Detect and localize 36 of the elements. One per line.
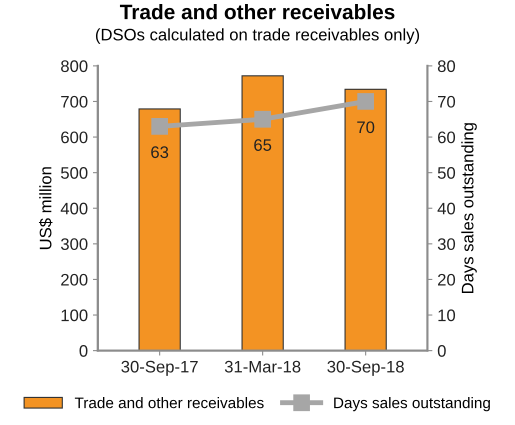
data-label: 70 [357, 121, 374, 134]
y-axis-title: US$ million [38, 167, 52, 250]
y2-tick-label: 70 [438, 96, 456, 108]
y-tick-label: 0 [80, 345, 88, 357]
point [254, 110, 271, 128]
y2-tick-label: 0 [438, 345, 446, 357]
data-label: 63 [151, 146, 168, 158]
chart-subtitle: (DSOs calculated on trade receivables only) [96, 28, 420, 44]
y2-tick-label: 50 [438, 167, 456, 179]
y2-tick-label: 40 [438, 202, 456, 214]
y2-tick-label: 20 [438, 274, 456, 286]
y2-tick-label: 10 [438, 309, 456, 322]
x-tick-label: 30-Sep-17 [121, 360, 198, 376]
data-label: 65 [254, 139, 272, 151]
y2-axis-title: Days sales outstanding [461, 123, 477, 294]
y2-tick-label: 80 [438, 60, 456, 72]
y-tick-label: 600 [61, 131, 88, 144]
point [357, 93, 374, 110]
x-tick-label: 31-Mar-18 [224, 360, 300, 373]
bar [344, 88, 387, 351]
legend-label: Days sales outstanding [334, 397, 490, 412]
x-tick-label: 30-Sep-18 [327, 360, 404, 376]
y-tick-label: 200 [61, 274, 88, 286]
legend-label: Trade and other receivables [74, 397, 264, 408]
y-tick-label: 100 [62, 309, 88, 322]
y-tick-label: 400 [60, 202, 88, 214]
bar [241, 75, 284, 351]
bar [138, 108, 181, 351]
y-tick-label: 800 [61, 60, 88, 72]
point [151, 118, 168, 135]
y2-tick-label: 30 [438, 238, 456, 250]
y2-tick-label: 60 [438, 131, 456, 144]
y-tick-label: 300 [60, 238, 88, 250]
chart-title: Trade and other receivables [120, 4, 394, 20]
y-tick-label: 500 [60, 167, 88, 179]
y-tick-label: 700 [61, 96, 88, 108]
